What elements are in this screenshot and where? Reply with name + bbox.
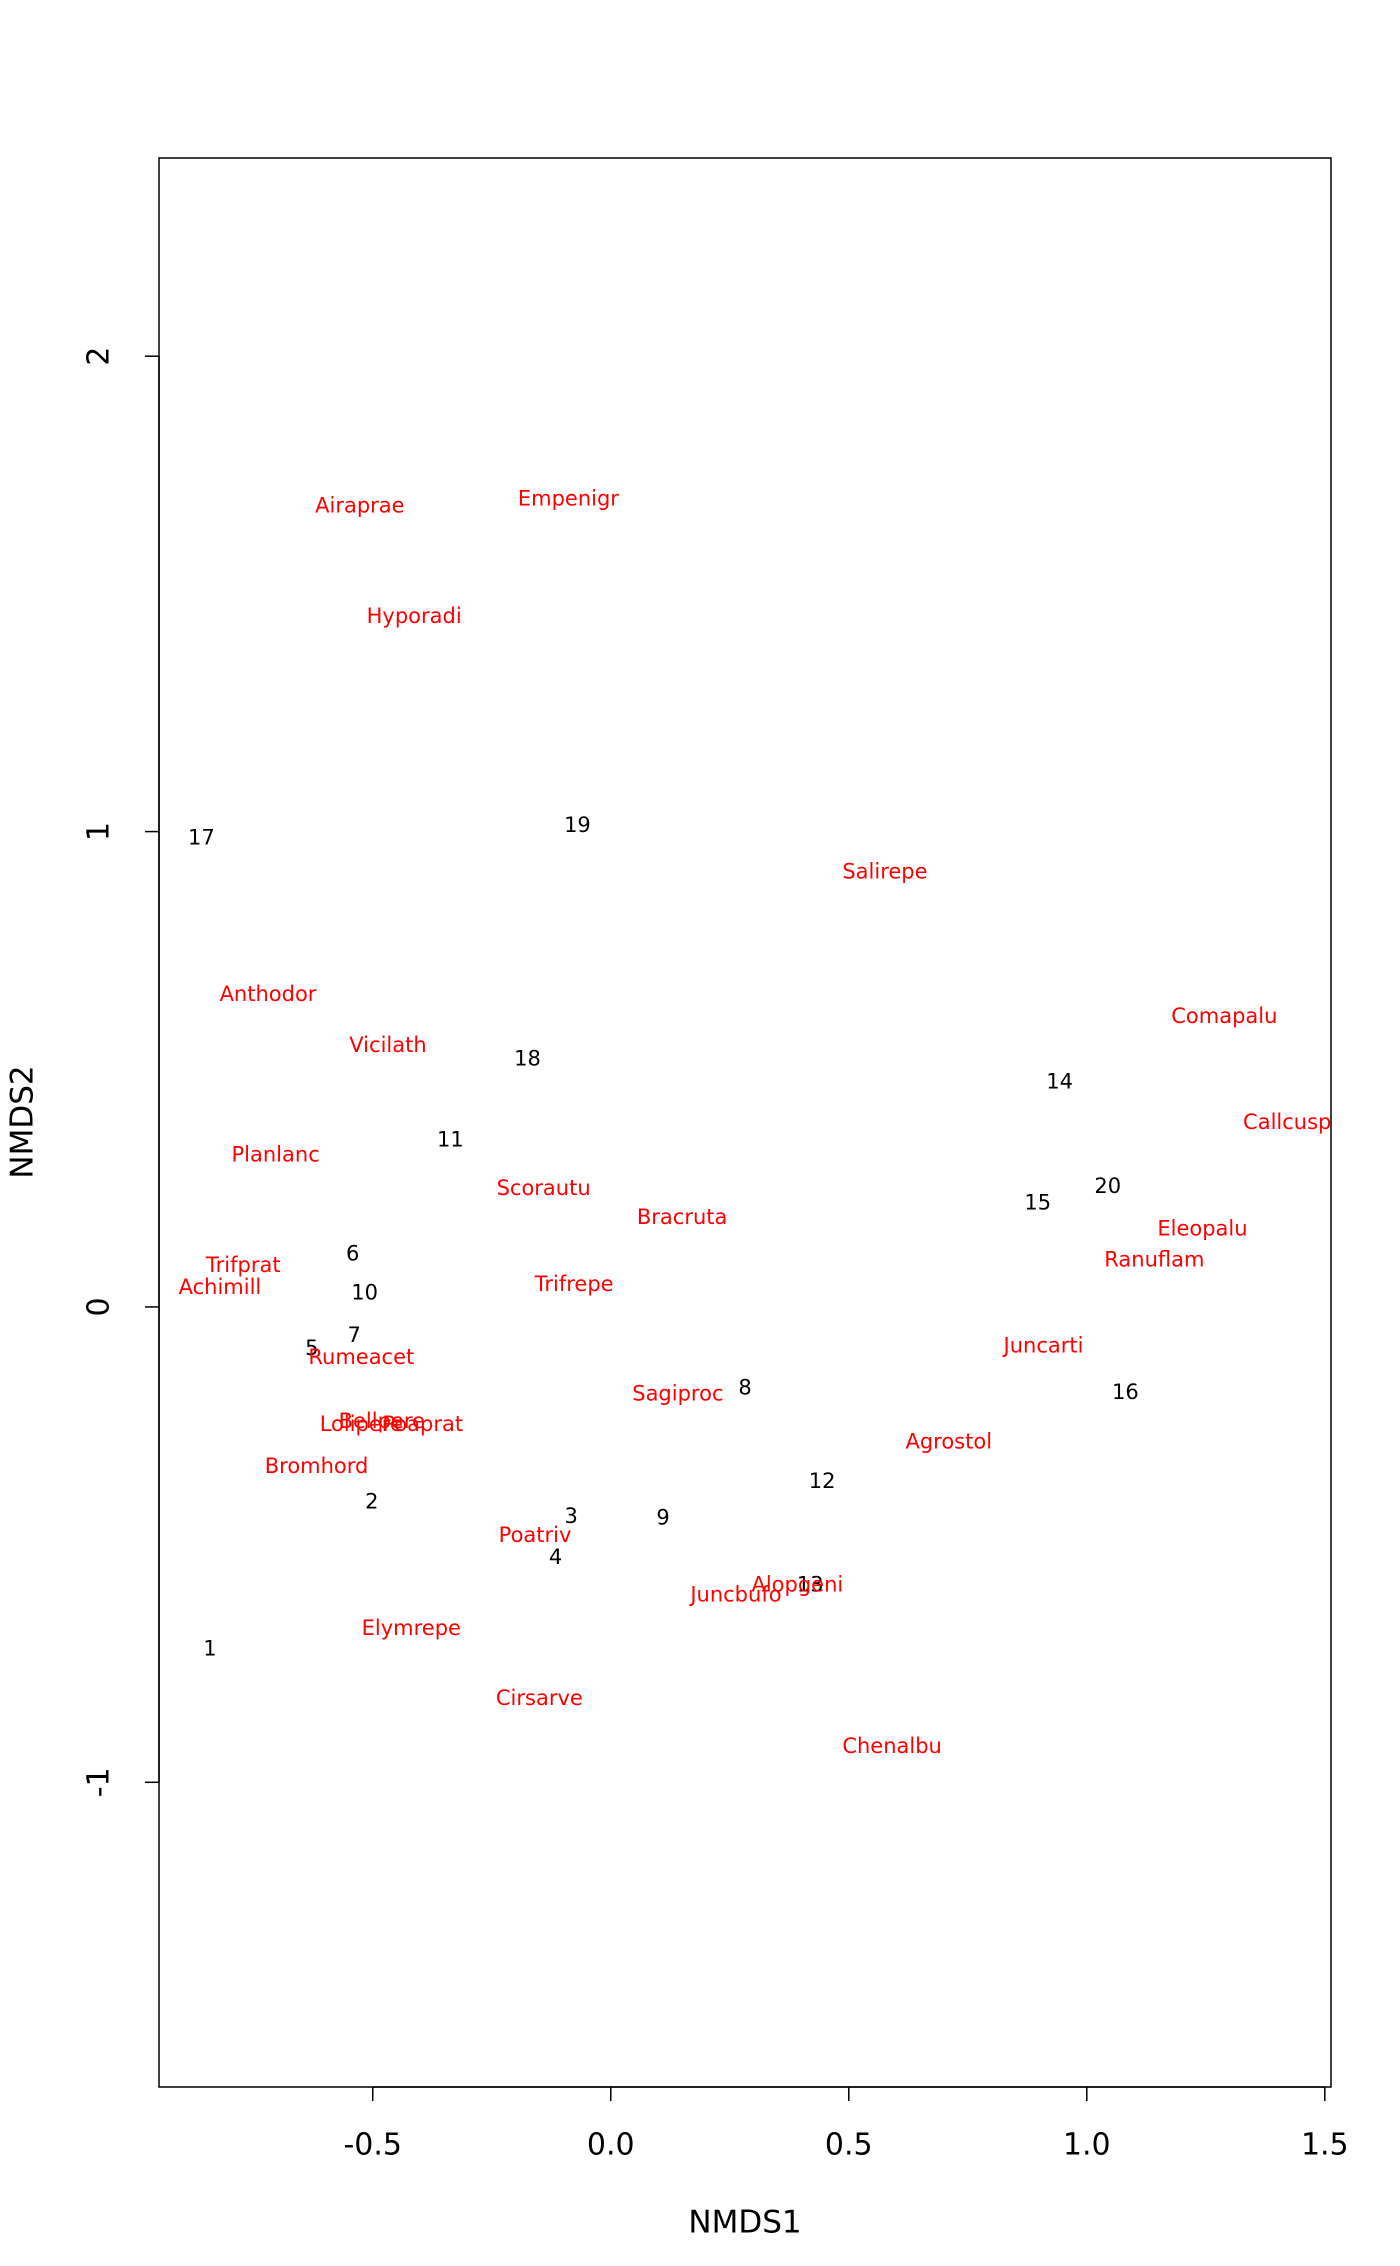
point-label: 9 [656, 1505, 669, 1529]
x-tick-label: 0.0 [587, 2128, 635, 2163]
point-label: 12 [809, 1469, 836, 1493]
x-axis-title: NMDS1 [688, 2205, 801, 2241]
point-label: 16 [1112, 1380, 1139, 1404]
point-label: 3 [565, 1504, 578, 1528]
point-label: Bracruta [637, 1205, 728, 1229]
point-label: Callcusp [1243, 1110, 1331, 1134]
point-label: 6 [346, 1242, 359, 1266]
point-label: Scorautu [497, 1176, 591, 1200]
point-label: Alopgeni [751, 1572, 843, 1596]
point-label: 10 [351, 1281, 378, 1305]
point-label: 14 [1046, 1070, 1073, 1094]
point-label: Airaprae [315, 493, 404, 517]
point-label: Planlanc [232, 1142, 320, 1166]
x-tick-label: 0.5 [825, 2128, 873, 2163]
point-label: Eleopalu [1157, 1216, 1247, 1240]
point-label: 5 [305, 1336, 318, 1360]
y-axis-title: NMDS2 [5, 1065, 41, 1178]
plot-frame [158, 157, 1332, 2088]
point-label: Ranuflam [1104, 1247, 1204, 1271]
point-label: Achimill [179, 1275, 262, 1299]
point-label: 11 [437, 1128, 464, 1152]
y-tick-label: 2 [82, 347, 117, 366]
point-label: 4 [549, 1545, 562, 1569]
point-label: Cirsarve [496, 1686, 583, 1710]
point-label: Elymrepe [362, 1616, 461, 1640]
point-label: Empenigr [518, 486, 619, 510]
point-label: Poatriv [499, 1523, 572, 1547]
y-tick-label: 0 [82, 1297, 117, 1316]
point-label: Comapalu [1171, 1004, 1277, 1028]
point-label: 20 [1094, 1174, 1121, 1198]
point-label: Poaprat [382, 1412, 463, 1436]
y-tick-label: 1 [82, 822, 117, 841]
point-label: Trifprat [205, 1253, 281, 1277]
y-tick-label: -1 [82, 1767, 117, 1797]
point-label: 13 [797, 1572, 824, 1596]
point-label: 1 [203, 1637, 216, 1661]
point-label: Lolipere [320, 1412, 403, 1436]
point-label: 19 [564, 813, 591, 837]
point-label: Rumeacet [308, 1345, 414, 1369]
point-label: 18 [514, 1046, 541, 1070]
point-label: Bellpere [339, 1409, 425, 1433]
point-label: Sagiproc [632, 1381, 723, 1405]
point-label: Bromhord [265, 1454, 369, 1478]
point-label: Chenalbu [842, 1734, 942, 1758]
point-label: Salirepe [842, 859, 927, 883]
point-label: Juncarti [1002, 1333, 1084, 1357]
x-tick-label: 1.5 [1301, 2128, 1349, 2163]
point-label: Hyporadi [367, 604, 462, 628]
point-label: 2 [365, 1489, 378, 1513]
point-label: Anthodor [220, 982, 317, 1006]
point-label: 8 [738, 1376, 751, 1400]
x-tick-label: -0.5 [343, 2128, 402, 2163]
point-label: 17 [188, 826, 215, 850]
point-label: Vicilath [349, 1033, 426, 1057]
point-label: 7 [347, 1323, 360, 1347]
point-label: Juncbufo [688, 1582, 781, 1606]
point-label: 15 [1024, 1190, 1051, 1214]
x-tick-label: 1.0 [1063, 2128, 1111, 2163]
point-label: Trifrepe [534, 1272, 614, 1296]
point-label: Agrostol [905, 1429, 992, 1453]
